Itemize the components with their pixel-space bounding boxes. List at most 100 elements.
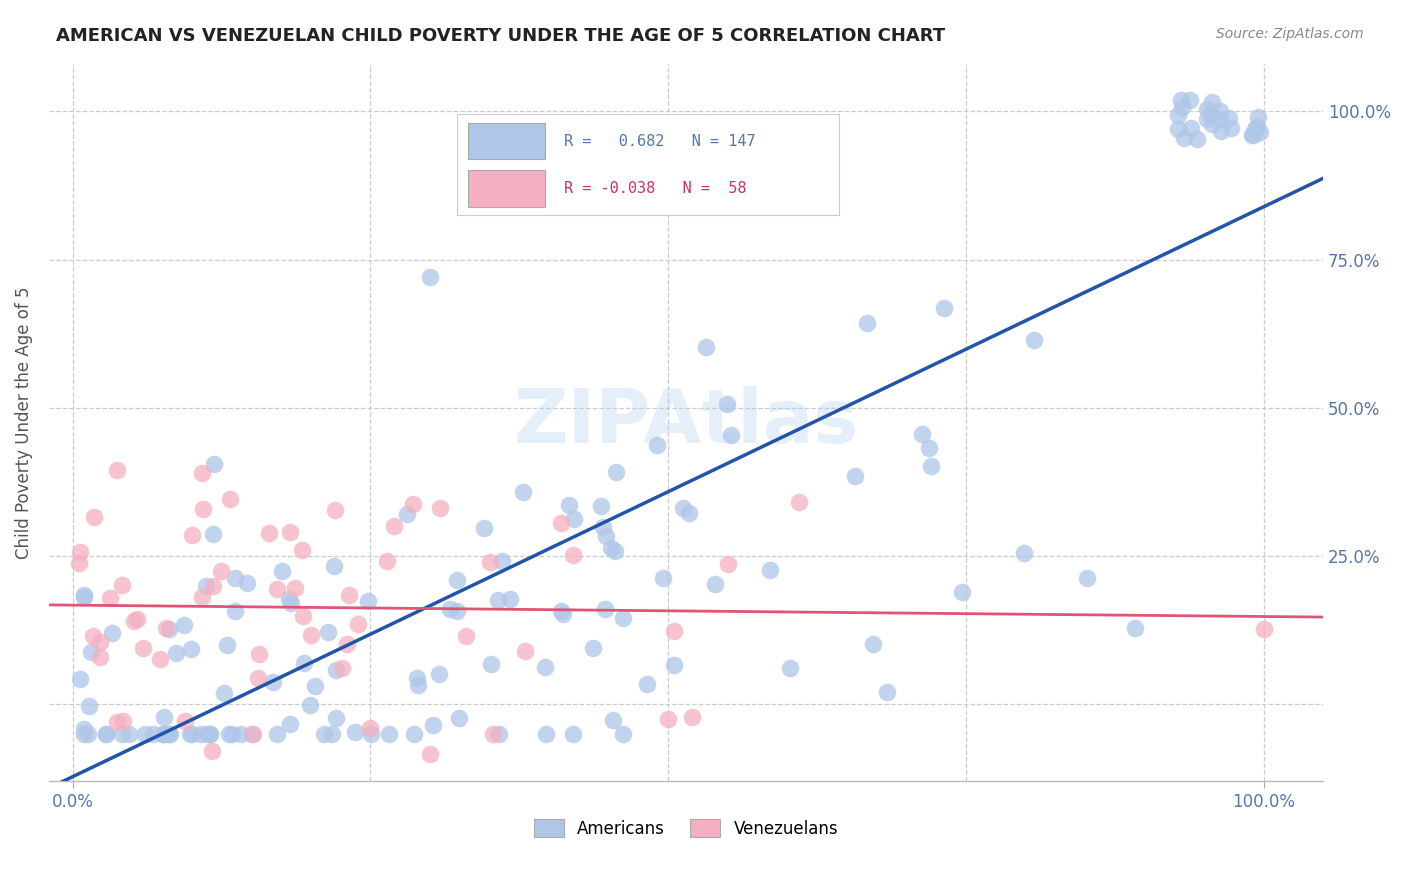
Point [336,637,359,651]
Point [787,495,810,509]
Point [1173,130,1195,145]
Point [429,500,451,515]
Point [330,661,353,675]
Point [605,544,627,558]
Point [591,499,613,513]
Point [152,726,174,740]
Point [1209,112,1232,126]
Point [153,710,176,724]
Point [486,593,509,607]
Point [717,557,740,571]
Point [173,714,195,728]
Point [82,629,104,643]
Point [193,501,215,516]
Point [219,492,242,507]
Point [190,726,212,740]
Point [270,564,292,578]
Point [562,512,585,526]
Point [181,726,204,740]
Point [316,625,339,640]
Point [479,657,502,672]
Point [657,712,679,726]
Point [72,726,94,740]
Point [856,316,879,330]
Point [558,498,581,512]
Point [1123,621,1146,635]
Point [1012,546,1035,560]
Point [396,508,419,522]
Point [419,747,441,761]
Point [488,726,510,740]
Point [427,667,450,681]
Point [77,726,100,740]
Point [118,726,141,740]
Point [533,659,555,673]
Point [298,698,321,713]
Legend: Americans, Venezuelans: Americans, Venezuelans [527,813,845,845]
Point [155,621,177,635]
Point [561,726,583,740]
Point [1170,93,1192,107]
Point [1201,95,1223,110]
Point [422,717,444,731]
Point [550,516,572,530]
Point [105,463,128,477]
Point [134,726,156,740]
Point [478,556,501,570]
Point [664,624,686,638]
Point [94,726,117,740]
Point [77,699,100,714]
Point [346,617,368,632]
Point [124,614,146,628]
Point [636,677,658,691]
Point [612,726,634,740]
Point [375,554,398,568]
Point [173,617,195,632]
Point [202,526,225,541]
Point [89,634,111,648]
Point [553,607,575,621]
Point [1218,112,1240,126]
Point [472,520,495,534]
Point [419,270,441,285]
Point [1219,120,1241,135]
Text: AMERICAN VS VENEZUELAN CHILD POVERTY UNDER THE AGE OF 5 CORRELATION CHART: AMERICAN VS VENEZUELAN CHILD POVERTY UND… [56,27,945,45]
Point [240,726,263,740]
Point [920,459,942,474]
Point [1022,333,1045,347]
Point [911,427,934,442]
Point [446,604,468,618]
Point [221,726,243,740]
Point [602,714,624,728]
Text: ZIPAtlas: ZIPAtlas [513,386,859,459]
Point [446,574,468,588]
Point [249,647,271,661]
Point [215,638,238,652]
Point [105,715,128,730]
Point [862,637,884,651]
Point [652,570,675,584]
Point [242,727,264,741]
Point [262,675,284,690]
Point [499,592,522,607]
Point [950,585,973,599]
Point [321,726,343,740]
Point [1201,117,1223,131]
Point [454,628,477,642]
Point [257,525,280,540]
Point [209,564,232,578]
Point [515,644,537,658]
Point [1167,121,1189,136]
Point [357,594,380,608]
Point [1197,102,1219,116]
Point [600,541,623,555]
Point [132,640,155,655]
Point [212,686,235,700]
Point [405,671,427,685]
Y-axis label: Child Poverty Under the Age of 5: Child Poverty Under the Age of 5 [15,286,32,558]
Point [291,543,314,558]
Point [181,528,204,542]
Point [1167,108,1189,122]
Point [278,525,301,540]
Point [1241,128,1264,142]
